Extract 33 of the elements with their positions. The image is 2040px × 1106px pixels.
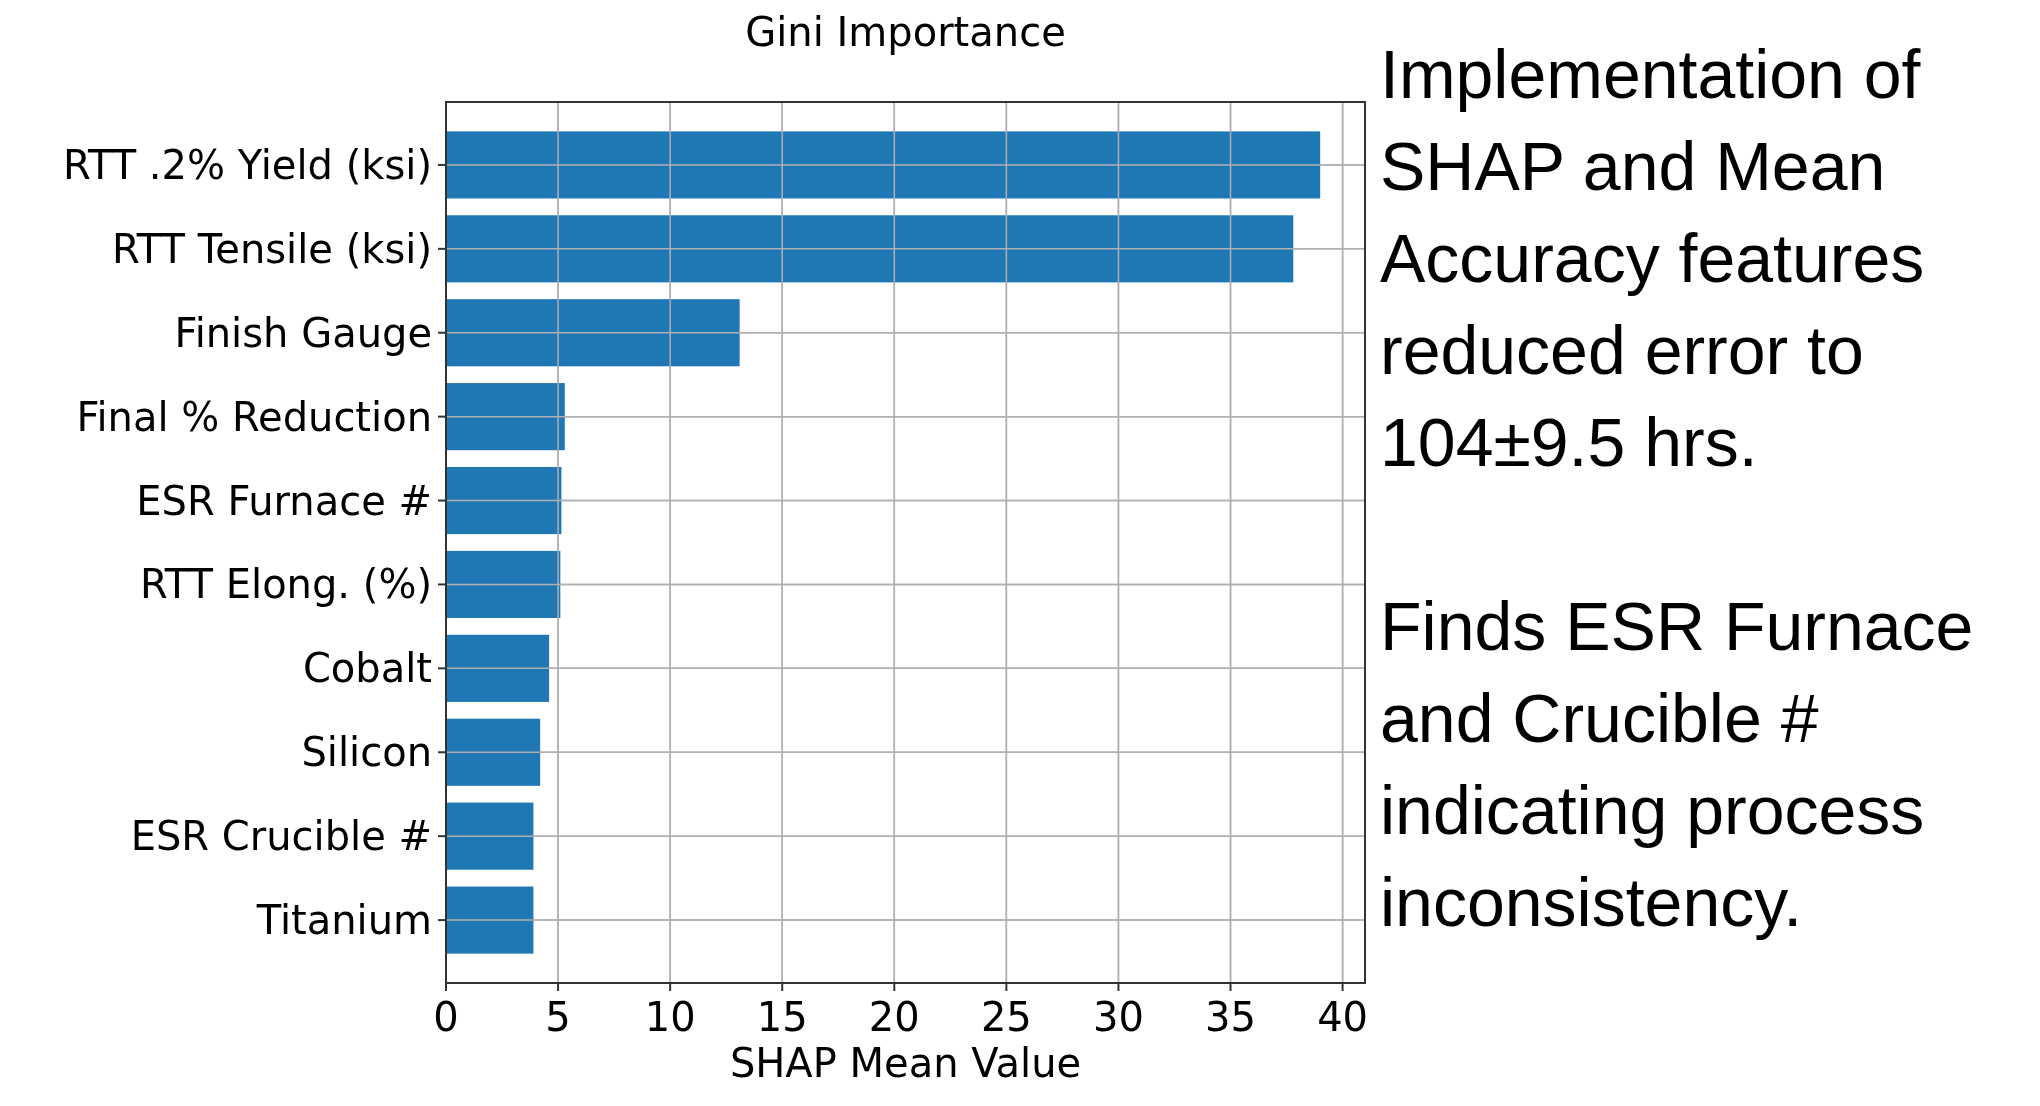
x-tick-label: 30	[1092, 994, 1144, 1040]
y-tick-label: Silicon	[301, 729, 432, 776]
y-tick-label: RTT .2% Yield (ksi)	[63, 141, 432, 188]
x-tick-label: 0	[433, 994, 459, 1040]
x-tick-label: 35	[1205, 994, 1256, 1040]
x-axis-title: SHAP Mean Value	[729, 1040, 1082, 1086]
x-tick-label: 10	[644, 994, 696, 1040]
bar	[446, 383, 565, 451]
bar	[446, 886, 534, 954]
bar	[446, 634, 550, 702]
y-tick-label: RTT Tensile (ksi)	[111, 225, 432, 272]
bar	[446, 299, 740, 367]
y-tick-label: Cobalt	[302, 645, 432, 692]
y-tick-label: ESR Furnace #	[136, 477, 432, 524]
y-tick-label: Titanium	[255, 897, 432, 944]
bar	[446, 131, 1321, 199]
x-tick-label: 15	[756, 994, 808, 1040]
y-tick-label: ESR Crucible #	[130, 813, 432, 860]
text: Finds ESR Furnace and Crucible # indicating process inconsistency.	[1380, 587, 1975, 942]
x-tick-label: 5	[545, 994, 571, 1040]
x-tick-label: 20	[868, 994, 920, 1040]
bar	[446, 466, 562, 535]
text: Implementation of SHAP and Mean Accuracy features reduced error to 104±9.5 hrs.	[1380, 35, 1926, 482]
bar	[446, 550, 561, 619]
bar	[446, 802, 534, 870]
bar	[446, 215, 1294, 283]
x-tick-label: 40	[1317, 994, 1369, 1040]
y-tick-label: RTT Elong. (%)	[139, 561, 432, 608]
chart-title: Gini Importance	[745, 9, 1066, 55]
y-tick-label: Finish Gauge	[174, 309, 432, 356]
x-tick-label: 25	[980, 994, 1032, 1040]
bar	[446, 718, 541, 786]
y-tick-label: Final % Reduction	[76, 393, 432, 440]
